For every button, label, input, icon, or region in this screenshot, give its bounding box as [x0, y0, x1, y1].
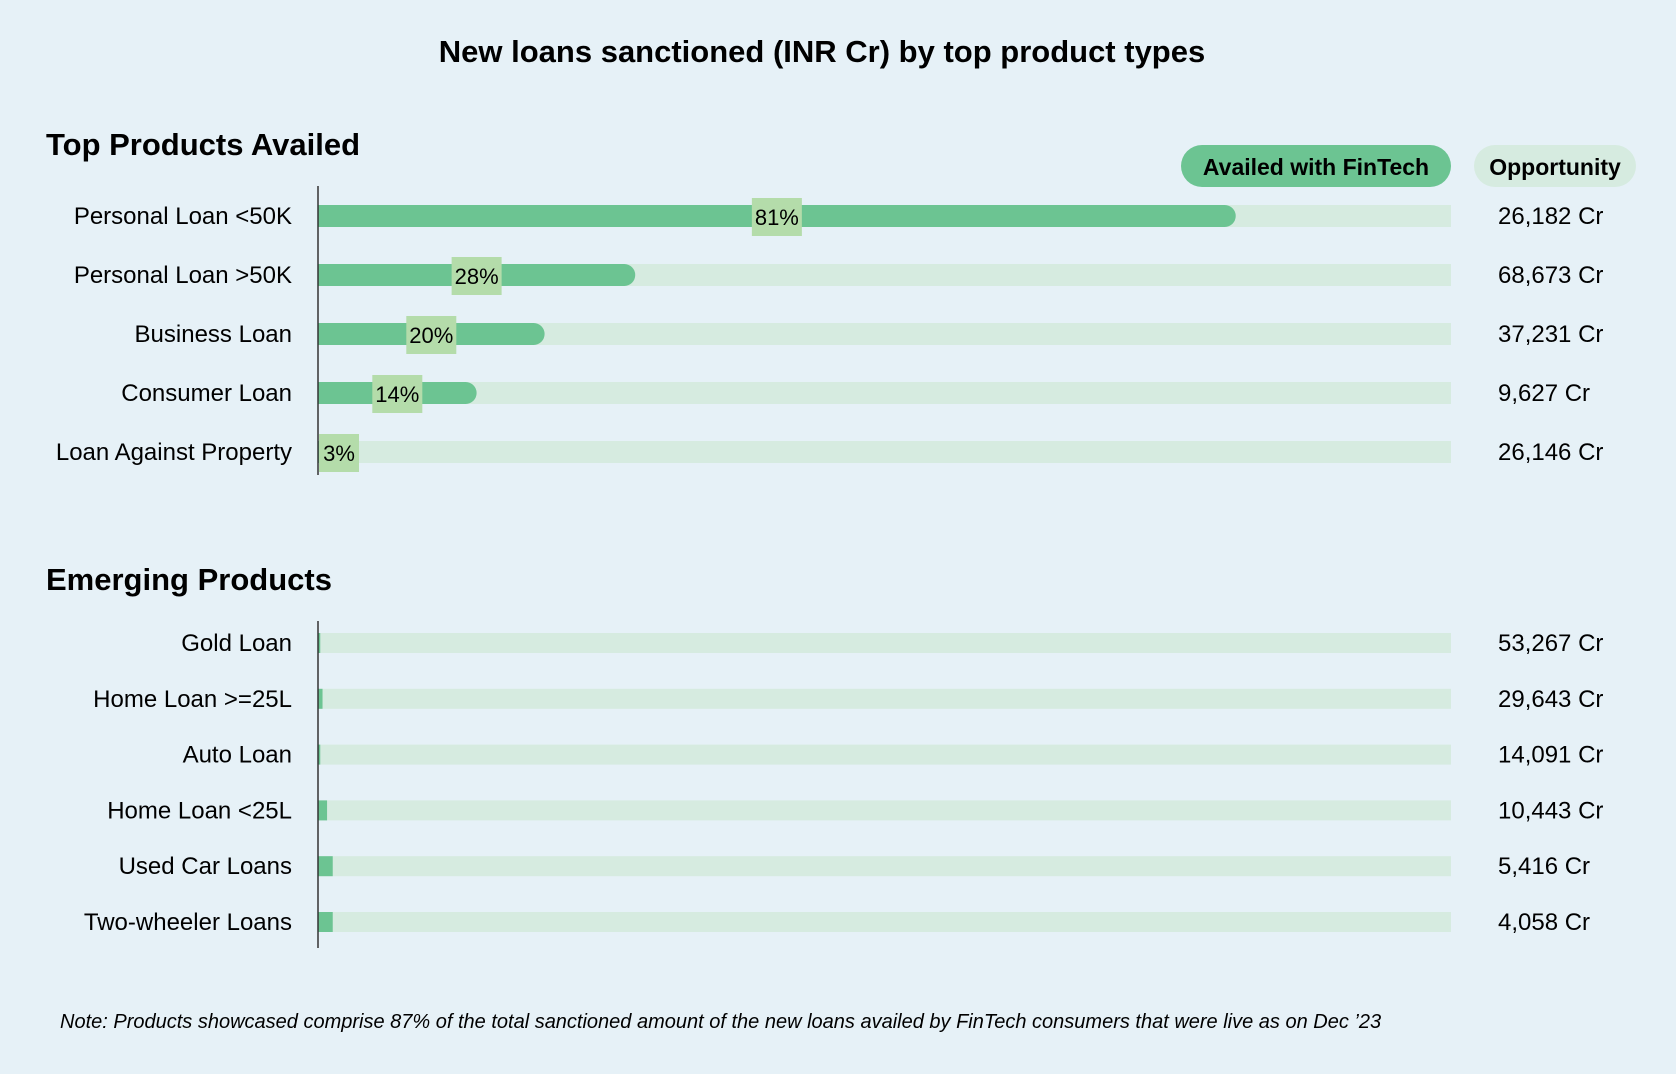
opportunity-value: 53,267 Cr: [1498, 630, 1603, 657]
category-label: Auto Loan: [183, 742, 292, 769]
category-label: Personal Loan <50K: [74, 203, 292, 230]
opportunity-track: [318, 856, 1451, 877]
category-label: Consumer Loan: [121, 380, 292, 407]
opportunity-value: 26,146 Cr: [1498, 439, 1603, 466]
category-label: Gold Loan: [181, 630, 292, 657]
legend-opportunity-pill: [1474, 145, 1636, 187]
fintech-bar: [318, 912, 333, 932]
fintech-bar: [318, 633, 321, 653]
value-label: 3%: [323, 441, 355, 466]
opportunity-track: [318, 382, 1451, 404]
opportunity-value: 14,091 Cr: [1498, 742, 1603, 769]
fintech-bar: [318, 856, 333, 877]
legend-fintech-label: Availed with FinTech: [1203, 154, 1429, 180]
category-label: Used Car Loans: [119, 853, 292, 880]
opportunity-track: [318, 688, 1451, 709]
value-label: 14%: [375, 382, 419, 407]
category-label: Home Loan <25L: [107, 797, 292, 824]
opportunity-value: 26,182 Cr: [1498, 203, 1603, 230]
opportunity-value: 5,416 Cr: [1498, 853, 1590, 880]
legend-fintech-pill: [1181, 145, 1451, 187]
opportunity-value: 10,443 Cr: [1498, 797, 1603, 824]
opportunity-value: 4,058 Cr: [1498, 909, 1590, 936]
category-label: Business Loan: [135, 321, 292, 348]
category-label: Personal Loan >50K: [74, 262, 292, 289]
legend-opportunity-label: Opportunity: [1489, 154, 1621, 180]
chart-title: New loans sanctioned (INR Cr) by top pro…: [439, 34, 1205, 69]
value-label: 81%: [755, 205, 799, 230]
opportunity-value: 9,627 Cr: [1498, 380, 1590, 407]
value-label-box: [406, 316, 457, 354]
value-label: 20%: [409, 323, 453, 348]
value-label-box: [451, 257, 502, 295]
category-label: Home Loan >=25L: [93, 686, 292, 713]
legend: Availed with FinTech Opportunity: [1181, 145, 1636, 187]
opportunity-track: [318, 323, 1451, 345]
fintech-bar: [318, 688, 323, 709]
opportunity-track: [318, 744, 1451, 765]
opportunity-track: [318, 912, 1451, 932]
value-label: 28%: [455, 264, 499, 289]
section-title: Top Products Availed: [46, 127, 360, 162]
bars-layer: Top Products Availed Personal Loan <50K 81…: [46, 127, 1603, 948]
value-label-box: [751, 198, 802, 236]
opportunity-track: [318, 441, 1451, 463]
value-label-box: [319, 434, 359, 472]
fintech-bar: [318, 800, 328, 821]
opportunity-value: 37,231 Cr: [1498, 321, 1603, 348]
category-label: Two-wheeler Loans: [84, 909, 292, 936]
opportunity-track: [318, 800, 1451, 821]
opportunity-value: 68,673 Cr: [1498, 262, 1603, 289]
fintech-bar: [318, 744, 321, 765]
value-label-box: [372, 375, 423, 413]
section-title: Emerging Products: [46, 562, 332, 597]
footnote: Note: Products showcased comprise 87% of…: [60, 1011, 1381, 1033]
category-label: Loan Against Property: [56, 439, 292, 466]
opportunity-track: [318, 633, 1451, 653]
opportunity-value: 29,643 Cr: [1498, 686, 1603, 713]
